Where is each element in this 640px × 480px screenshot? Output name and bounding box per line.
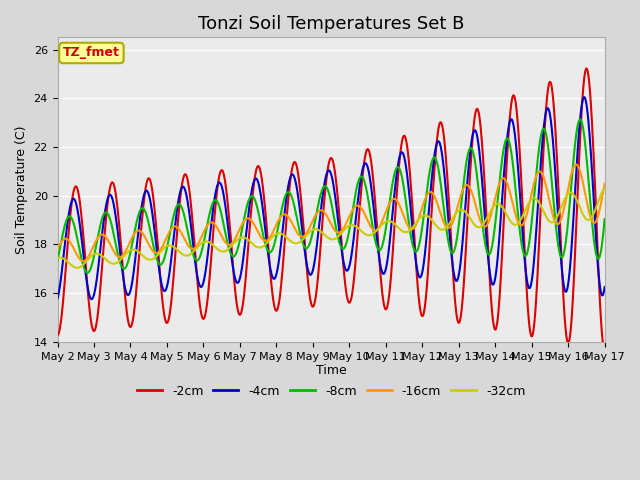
Title: Tonzi Soil Temperatures Set B: Tonzi Soil Temperatures Set B: [198, 15, 464, 33]
X-axis label: Time: Time: [316, 364, 346, 377]
Legend: -2cm, -4cm, -8cm, -16cm, -32cm: -2cm, -4cm, -8cm, -16cm, -32cm: [132, 380, 531, 403]
Text: TZ_fmet: TZ_fmet: [63, 47, 120, 60]
Y-axis label: Soil Temperature (C): Soil Temperature (C): [15, 125, 28, 254]
